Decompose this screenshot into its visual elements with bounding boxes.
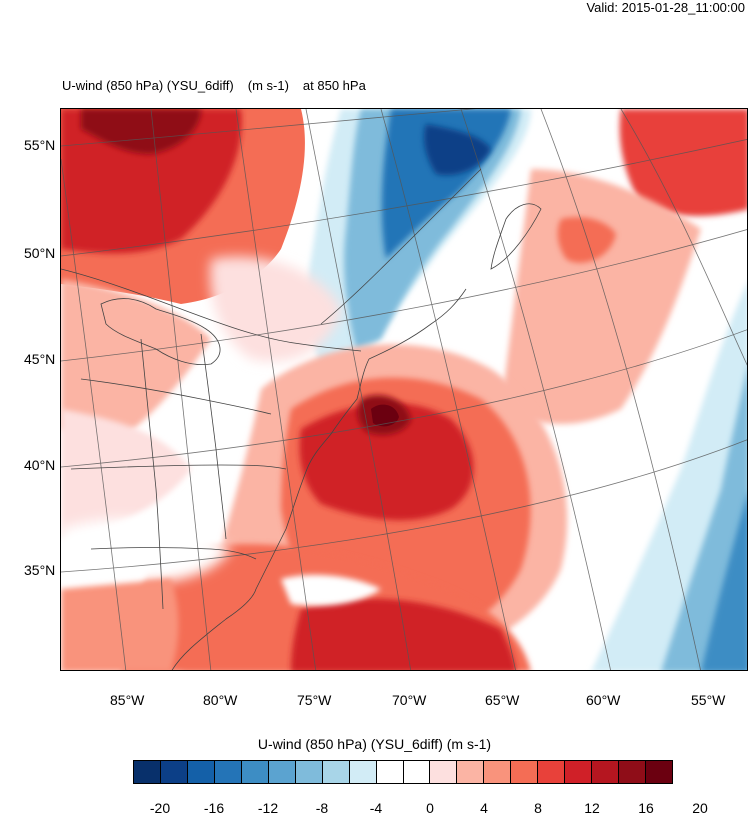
lakes-great-lakes: [100, 298, 221, 366]
lat-label-40n: 40°N: [24, 457, 56, 473]
meridian-75w: [235, 109, 317, 670]
border-states-5: [200, 333, 227, 540]
coastline-us-east: [255, 358, 370, 590]
colorbar: [133, 760, 673, 784]
colorbar-swatch: [134, 761, 161, 783]
meridian-55w: [540, 109, 701, 670]
region-neutral-center: [210, 256, 341, 362]
title-level: at 850 hPa: [302, 78, 366, 93]
colorbar-label: 20: [692, 800, 708, 816]
colorbar-label: 0: [426, 800, 434, 816]
colorbar-swatch: [565, 761, 593, 783]
lon-label-75w: 75°W: [297, 692, 332, 708]
region-cyclone-strong: [299, 402, 474, 521]
region-blue-dark: [424, 124, 491, 176]
parallel-35n: [61, 439, 747, 573]
colorbar-swatch: [646, 761, 673, 783]
region-neutral-south: [61, 518, 231, 583]
border-states-2: [70, 464, 287, 470]
colorbar-swatch: [160, 761, 188, 783]
lon-label-70w: 70°W: [392, 692, 427, 708]
colorbar-swatch: [592, 761, 620, 783]
map-panel: [60, 108, 748, 671]
region-ne-pink: [501, 169, 701, 424]
title-variable: U-wind (850 hPa) (YSU_6diff): [62, 78, 234, 93]
border-states-1: [80, 378, 272, 415]
region-nw-strong: [61, 109, 242, 254]
plot-title: U-wind (850 hPa) (YSU_6diff) (m s-1) at 85…: [62, 78, 380, 93]
lon-label-65w: 65°W: [485, 692, 520, 708]
colorbar-swatch: [430, 761, 458, 783]
colorbar-title: U-wind (850 hPa) (YSU_6diff) (m s-1): [257, 736, 492, 752]
colorbar-swatch: [322, 761, 350, 783]
lon-label-55w: 55°W: [691, 692, 726, 708]
region-nw-core: [81, 109, 201, 154]
region-sw-red: [61, 579, 179, 670]
lon-label-85w: 85°W: [110, 692, 145, 708]
colorbar-label: -16: [203, 800, 225, 816]
region-cyclone-center: [371, 404, 399, 427]
coastline-newfoundland: [490, 203, 542, 270]
title-units: (m s-1): [247, 78, 289, 93]
colorbar-label: -4: [369, 800, 383, 816]
meridian-65w: [380, 109, 516, 670]
lat-label-45n: 45°N: [24, 351, 56, 367]
parallel-45n: [61, 229, 747, 362]
colorbar-swatch: [295, 761, 323, 783]
meridian-85w: [61, 158, 127, 670]
colorbar-swatch: [538, 761, 566, 783]
meridian-50w: [620, 109, 747, 366]
region-e-darkblue: [701, 496, 747, 670]
colorbar-swatch: [619, 761, 647, 783]
colorbar-label: 16: [638, 800, 654, 816]
parallel-50n: [61, 139, 747, 257]
region-ne-spots: [557, 217, 616, 263]
coastlines: [61, 168, 542, 670]
colorbar-label: -20: [149, 800, 171, 816]
region-s-white-streak: [281, 574, 381, 606]
region-w-lightpink: [61, 409, 191, 539]
meridian-70w: [305, 109, 412, 670]
meridian-60w: [460, 109, 611, 670]
wind-field-map: [61, 109, 747, 670]
lon-label-80w: 80°W: [203, 692, 238, 708]
parallel-40n: [61, 329, 747, 468]
colorbar-swatch: [214, 761, 242, 783]
colorbar-label: 12: [584, 800, 600, 816]
meridian-80w: [150, 109, 212, 670]
colorbar-label: 8: [534, 800, 542, 816]
colorbar-label: -8: [315, 800, 329, 816]
lat-label-50n: 50°N: [24, 245, 56, 261]
lat-label-35n: 35°N: [24, 562, 56, 578]
colorbar-swatch: [457, 761, 485, 783]
coastline-st-lawrence: [320, 168, 482, 325]
colorbar-swatch: [349, 761, 377, 783]
valid-time: Valid: 2015-01-28_11:00:00: [586, 0, 745, 15]
colorbar-swatch: [511, 761, 539, 783]
coastline-nova-scotia: [368, 288, 467, 360]
colorbar-swatch: [268, 761, 296, 783]
border-states-4: [140, 338, 164, 610]
border-states-3: [90, 547, 257, 560]
shaded-field: [61, 109, 747, 670]
lon-label-60w: 60°W: [586, 692, 621, 708]
border-us-canada: [61, 268, 362, 352]
colorbar-label: 4: [480, 800, 488, 816]
lat-label-55n: 55°N: [24, 137, 56, 153]
region-ne-red: [619, 109, 747, 216]
colorbar-swatch: [484, 761, 512, 783]
region-s-strong: [291, 598, 516, 670]
coastline-florida: [171, 588, 257, 670]
colorbar-swatch: [403, 761, 431, 783]
colorbar-swatch: [187, 761, 215, 783]
colorbar-label: -12: [257, 800, 279, 816]
colorbar-swatch: [241, 761, 269, 783]
colorbar-swatch: [376, 761, 404, 783]
